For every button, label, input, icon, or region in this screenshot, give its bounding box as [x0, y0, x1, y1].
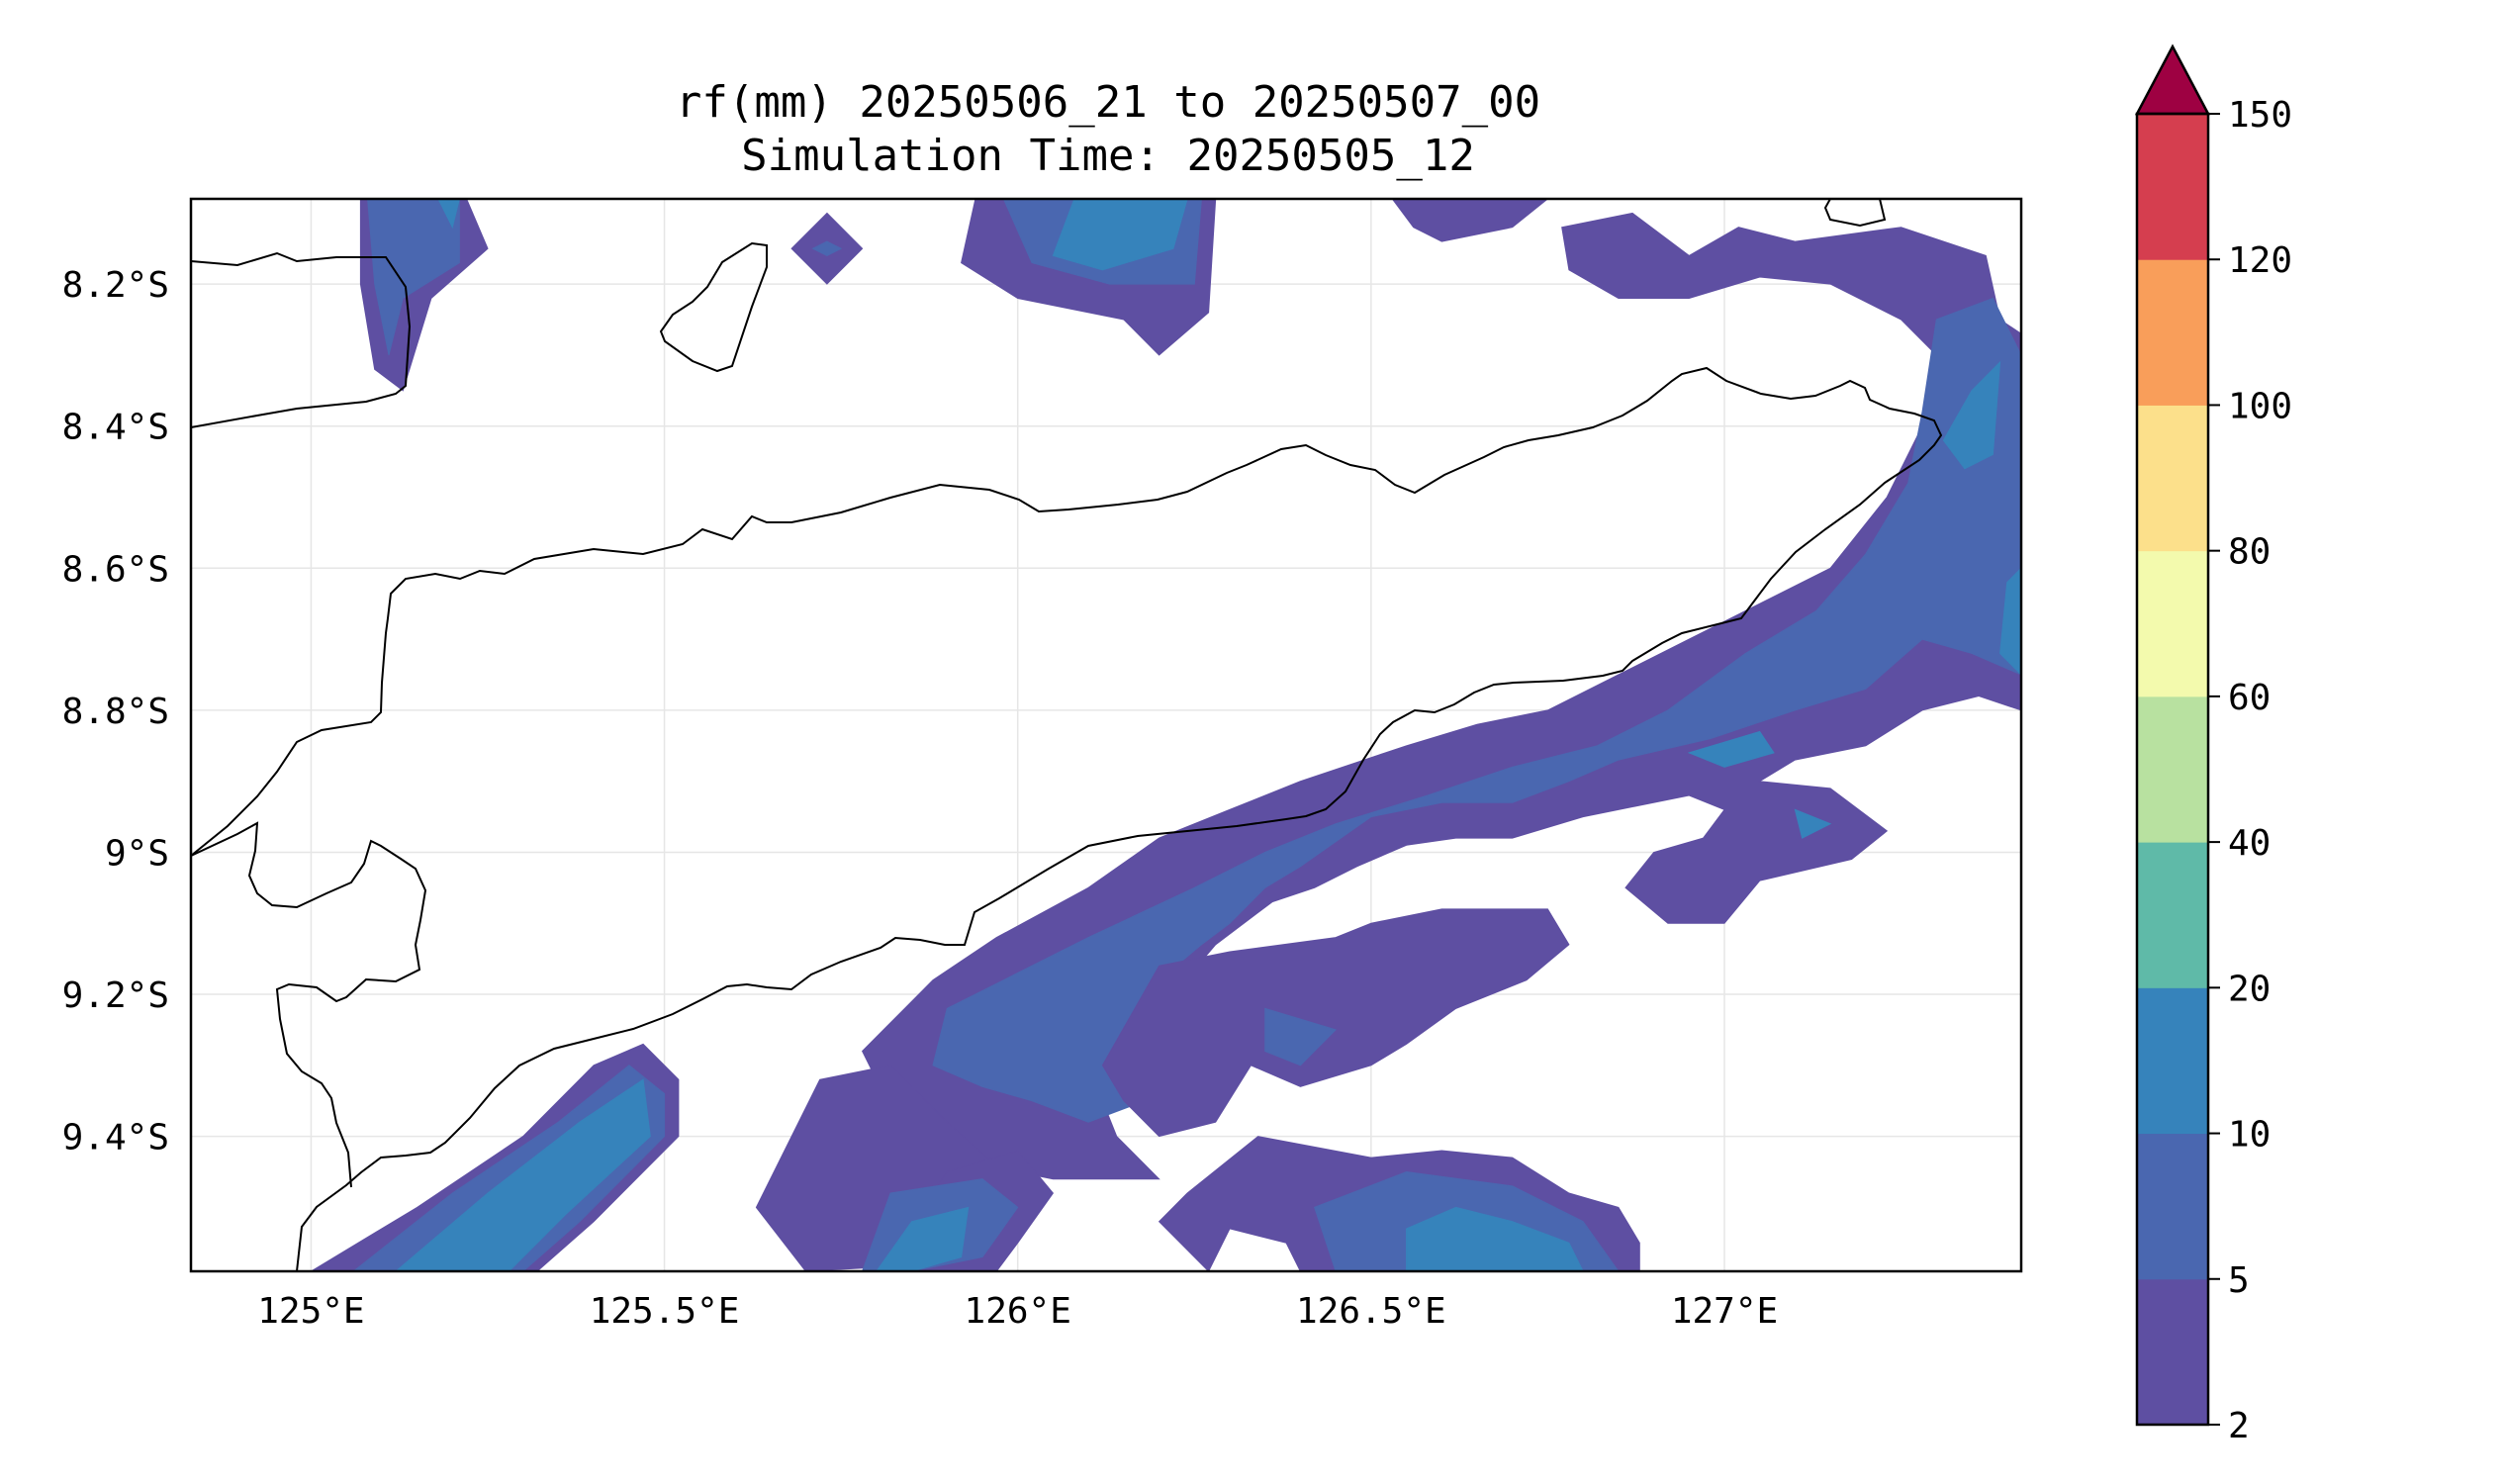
- lon-tick-label: 126.5°E: [1296, 1291, 1446, 1332]
- coastline-timor-south: [191, 366, 1943, 1271]
- colorbar-tick-label: 80: [2228, 532, 2271, 573]
- rain-region-level-5: [811, 240, 843, 256]
- colorbar-tick-label: 100: [2228, 386, 2292, 426]
- coastlines: [191, 199, 1943, 1271]
- rain-region-level-10: [1687, 730, 1775, 768]
- rain-region-level-10: [1999, 567, 2021, 676]
- colorbar-segment: [2137, 987, 2208, 1135]
- rain-region-level-5: [367, 199, 460, 356]
- lat-tick-label: 9.2°S: [62, 975, 169, 1016]
- colorbar-tick-label: 20: [2228, 969, 2271, 1009]
- coastline-island-small: [659, 241, 768, 373]
- coastline-timor-north: [191, 821, 427, 1188]
- lon-tick-label: 125°E: [257, 1291, 364, 1332]
- latitude-tick-labels: 8.2°S 8.4°S 8.6°S 8.8°S 9°S 9.2°S 9.4°S: [62, 265, 169, 1158]
- colorbar-segment: [2137, 1278, 2208, 1426]
- colorbar-segment: [2137, 696, 2208, 843]
- rain-region-level-2: [1101, 908, 1570, 1138]
- chart-title-line2: Simulation Time: 20250505_12: [741, 131, 1475, 181]
- coastline-north-west: [191, 251, 412, 428]
- rain-region-level-10: [1942, 360, 2001, 470]
- lat-tick-label: 8.4°S: [62, 408, 169, 448]
- colorbar-segment: [2137, 550, 2208, 697]
- colorbar-segment: [2137, 842, 2208, 988]
- rain-region-level-10: [1794, 808, 1832, 839]
- colorbar-tick-label: 2: [2228, 1406, 2250, 1446]
- chart-title-line1: rf(mm) 20250506_21 to 20250507_00: [676, 77, 1540, 128]
- lat-tick-label: 9°S: [105, 833, 169, 874]
- colorbar-segment: [2137, 405, 2208, 552]
- colorbar-frame: [2135, 112, 2210, 1427]
- rain-region-level-5: [1264, 1007, 1338, 1067]
- longitude-tick-labels: 125°E 125.5°E 126°E 126.5°E 127°E: [257, 1291, 1778, 1332]
- rain-region-level-10: [1052, 199, 1188, 271]
- lat-tick-label: 9.4°S: [62, 1118, 169, 1159]
- lat-tick-label: 8.6°S: [62, 549, 169, 590]
- lon-tick-label: 127°E: [1671, 1291, 1778, 1332]
- coastline-island-northeast: [1823, 199, 1887, 228]
- colorbar-tick-label: 120: [2228, 240, 2292, 281]
- lon-tick-label: 125.5°E: [590, 1291, 740, 1332]
- colorbar-tick-label: 5: [2228, 1260, 2250, 1301]
- colorbar-extend-arrow: [2134, 44, 2211, 116]
- rain-region-level-10: [437, 199, 460, 230]
- colorbar-segment: [2137, 114, 2208, 260]
- rain-region-level-10: [876, 1206, 970, 1271]
- colorbar-tick-label: 150: [2228, 95, 2292, 136]
- colorbar-tick-label: 40: [2228, 823, 2271, 864]
- rain-region-level-2: [1391, 199, 1549, 242]
- colorbar-tick-label: 10: [2228, 1115, 2271, 1156]
- lat-tick-label: 8.8°S: [62, 692, 169, 732]
- lat-tick-label: 8.2°S: [62, 265, 169, 306]
- rain-region-level-10: [1406, 1206, 1584, 1271]
- rain-region-level-10: [395, 1078, 651, 1271]
- lon-tick-label: 126°E: [965, 1291, 1071, 1332]
- colorbar-segment: [2137, 1133, 2208, 1280]
- colorbar: 2 5 10 20 40 60 80 100 120 150: [2134, 44, 2292, 1446]
- map-frame: [189, 197, 2023, 1273]
- rainfall-contours: [310, 199, 2021, 1271]
- colorbar-segment: [2137, 259, 2208, 406]
- colorbar-tick-label: 60: [2228, 678, 2271, 718]
- map-panel: 125°E 125.5°E 126°E 126.5°E 127°E 8.2°S 8.4°S…: [62, 197, 2023, 1332]
